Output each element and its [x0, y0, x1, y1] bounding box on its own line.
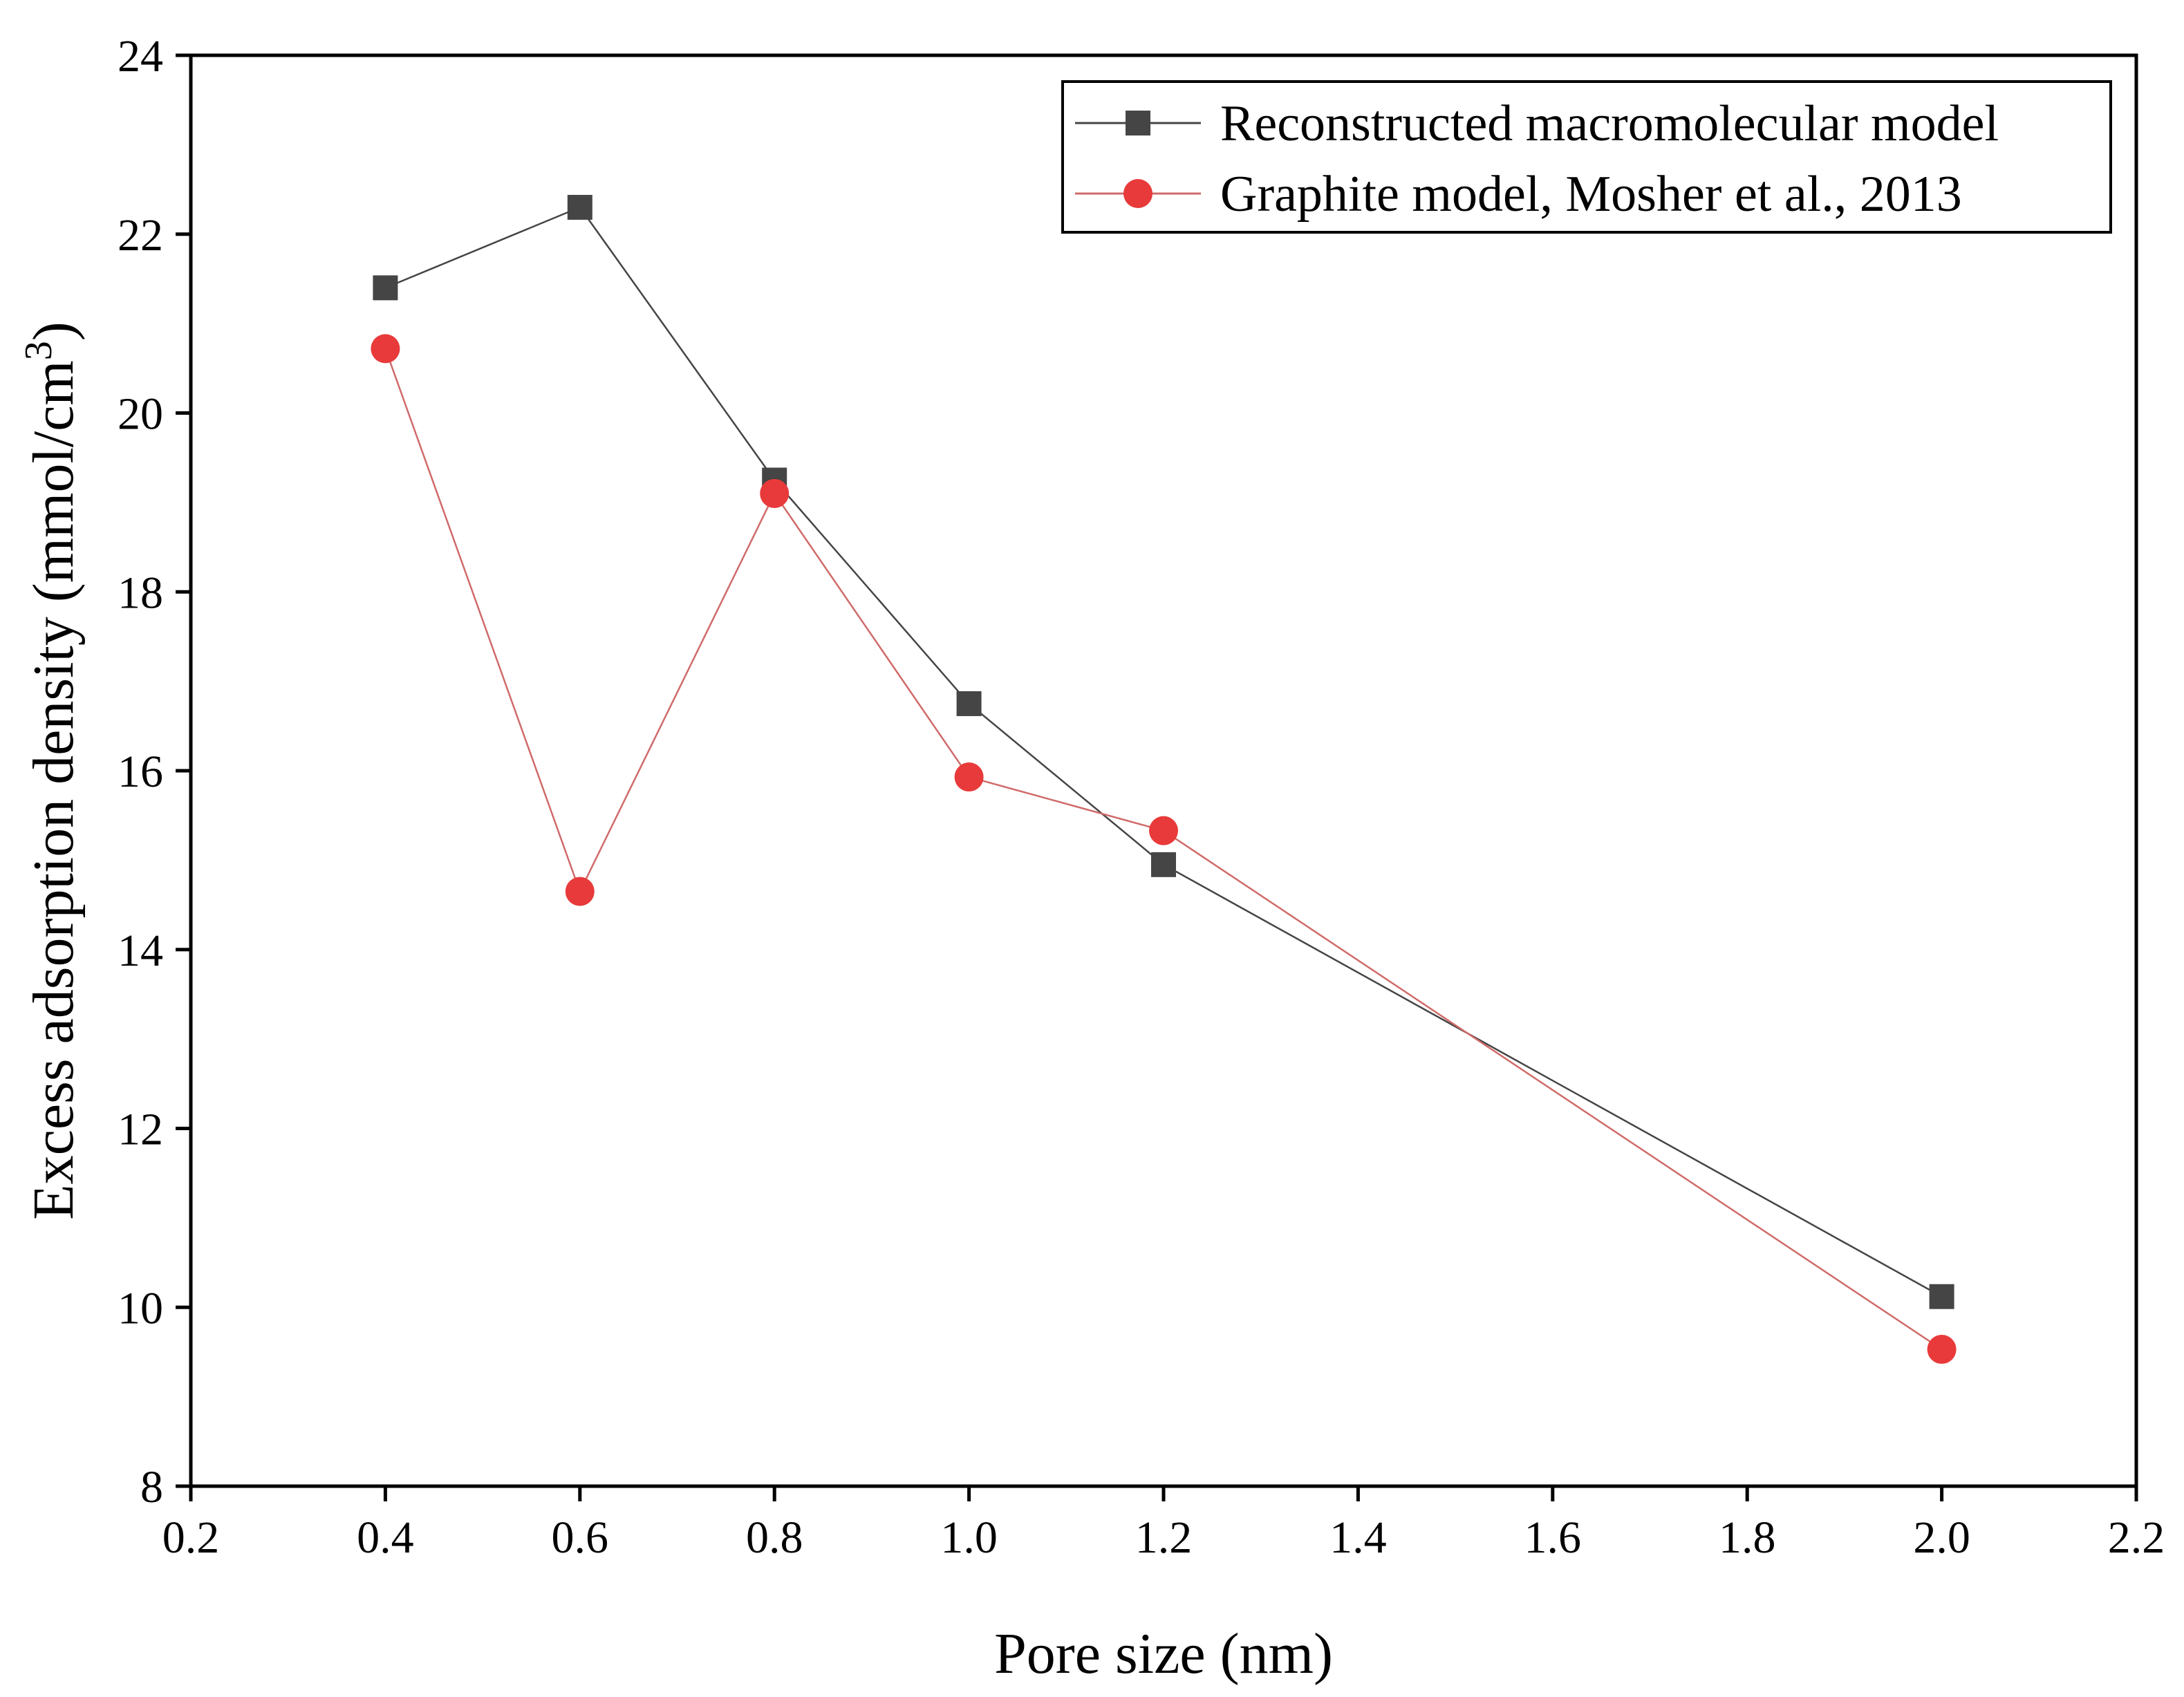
data-point-circle — [760, 478, 790, 508]
y-axis-title: Excess adsorption density (mmol/cm3) — [17, 321, 86, 1219]
y-axis-title-suffix: ) — [21, 321, 86, 341]
data-point-circle — [954, 762, 984, 792]
x-axis-title: Pore size (nm) — [994, 1622, 1333, 1686]
y-axis-title-main: Excess adsorption density (mmol/cm — [21, 360, 86, 1219]
y-tick-label: 24 — [118, 31, 163, 82]
legend-box — [1061, 80, 2112, 234]
data-point-circle — [1927, 1335, 1957, 1365]
data-point-circle — [371, 334, 400, 364]
x-tick-label: 1.4 — [1329, 1512, 1387, 1563]
y-tick-label: 18 — [118, 568, 163, 618]
x-tick-label: 2.2 — [2108, 1512, 2165, 1563]
data-point-square — [373, 275, 398, 301]
series-line-0 — [384, 206, 1943, 1297]
x-axis-ticks: 0.2 0.4 0.6 0.8 1.0 1.2 1.4 1.6 1.8 2.0 2.2 — [162, 1486, 2165, 1563]
y-axis-title-superscript: 3 — [17, 341, 60, 360]
x-tick-label: 1.6 — [1524, 1512, 1582, 1563]
series-line-1 — [384, 348, 1943, 1351]
data-point-square — [567, 194, 592, 220]
data-point-circle — [1149, 816, 1178, 845]
y-tick-label: 10 — [118, 1283, 163, 1333]
plot-frame — [189, 53, 2138, 1488]
x-tick-label: 0.2 — [162, 1512, 220, 1563]
legend-marker-square — [1126, 111, 1150, 135]
x-tick-label: 0.6 — [552, 1512, 609, 1563]
x-tick-label: 1.0 — [940, 1512, 998, 1563]
y-tick-label: 8 — [140, 1462, 163, 1512]
legend: Reconstructed macromolecular model Graphi… — [1061, 80, 2112, 234]
x-tick-label: 2.0 — [1913, 1512, 1970, 1563]
x-tick-label: 0.4 — [357, 1512, 414, 1563]
y-tick-label: 14 — [118, 926, 163, 976]
x-tick-label: 1.8 — [1719, 1512, 1776, 1563]
legend-label-0: Reconstructed macromolecular model — [1220, 95, 1999, 152]
x-tick-label: 0.8 — [746, 1512, 803, 1563]
legend-items: Reconstructed macromolecular model Graphi… — [1075, 95, 1999, 223]
y-tick-label: 20 — [118, 389, 163, 440]
y-tick-label: 22 — [118, 210, 163, 261]
data-point-square — [956, 691, 982, 716]
y-axis-ticks: 8 10 12 14 16 18 20 22 24 — [118, 31, 191, 1512]
data-point-circle — [565, 876, 595, 906]
legend-label-1: Graphite model, Mosher et al., 2013 — [1220, 166, 1962, 223]
data-point-square — [1929, 1284, 1954, 1309]
series-layer — [371, 194, 1957, 1365]
data-point-square — [1151, 852, 1176, 877]
legend-marker-circle — [1123, 179, 1152, 208]
y-tick-label: 12 — [118, 1105, 163, 1155]
y-tick-label: 16 — [118, 747, 163, 797]
x-tick-label: 1.2 — [1135, 1512, 1193, 1563]
